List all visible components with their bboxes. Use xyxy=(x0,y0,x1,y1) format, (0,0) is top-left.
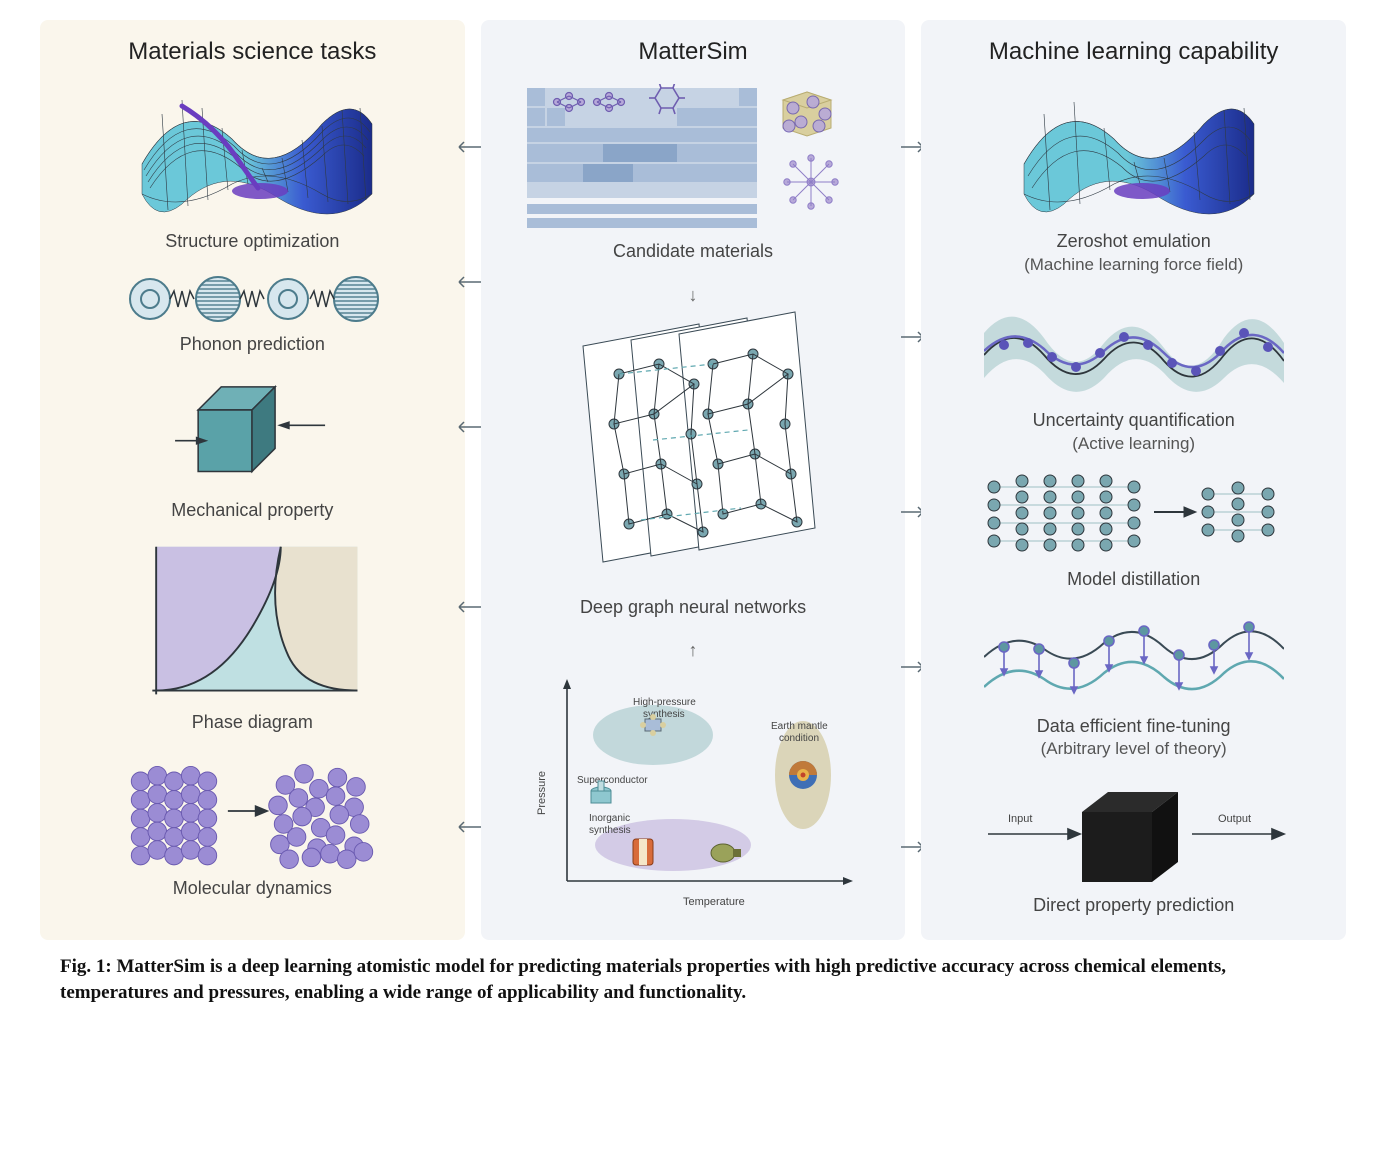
item-structure-optimization: Structure optimization xyxy=(54,84,451,253)
column-mattersim: MatterSim xyxy=(481,20,906,940)
flow-arrow-down-1: ↓ xyxy=(689,285,698,306)
flow-arrow-up: ↑ xyxy=(689,640,698,661)
md-icon xyxy=(122,751,382,871)
gnn-icon xyxy=(543,310,843,590)
pt-x-axis: Temperature xyxy=(683,896,745,908)
item-phase-diagram: Phase diagram xyxy=(54,540,451,734)
item-pt-map: Pressure Temperature High-pressure synth… xyxy=(495,665,892,915)
item-molecular-dynamics: Molecular dynamics xyxy=(54,751,451,900)
label-zeroshot: Zeroshot emulation (Machine learning for… xyxy=(1024,230,1243,275)
figure-caption: Fig. 1: MatterSim is a deep learning ato… xyxy=(40,954,1346,1005)
pt-region-is: Inorganic xyxy=(589,813,630,824)
label-direct-prediction: Direct property prediction xyxy=(1033,894,1234,917)
item-direct-prediction: Input Output Direct property prediction xyxy=(935,778,1332,917)
label-uq: Uncertainty quantification (Active learn… xyxy=(1033,409,1235,454)
svg-text:synthesis: synthesis xyxy=(589,825,631,836)
item-model-distillation: Model distillation xyxy=(935,472,1332,591)
label-molecular-dynamics: Molecular dynamics xyxy=(173,877,332,900)
item-mechanical-property: Mechanical property xyxy=(54,373,451,522)
label-phonon-prediction: Phonon prediction xyxy=(180,333,325,356)
fine-tuning-icon xyxy=(984,609,1284,709)
caption-fignum: Fig. 1 xyxy=(60,956,105,977)
pt-map-icon: Pressure Temperature High-pressure synth… xyxy=(523,665,863,915)
blackbox-icon: Input Output xyxy=(974,778,1294,888)
phase-diagram-icon xyxy=(122,540,382,705)
caption-text: : MatterSim is a deep learning atomistic… xyxy=(60,956,1226,1003)
label-mechanical-property: Mechanical property xyxy=(171,499,333,522)
label-gnn: Deep graph neural networks xyxy=(580,596,806,619)
column-title-right: Machine learning capability xyxy=(989,38,1279,66)
cube-deform-icon xyxy=(122,373,382,493)
item-fine-tuning: Data efficient fine-tuning (Arbitrary le… xyxy=(935,609,1332,760)
item-zeroshot-emulation: Zeroshot emulation (Machine learning for… xyxy=(935,84,1332,275)
svg-text:synthesis: synthesis xyxy=(643,709,685,720)
column-materials-tasks: Materials science tasks xyxy=(40,20,465,940)
pt-y-axis: Pressure xyxy=(536,771,548,815)
phonon-icon xyxy=(122,271,382,327)
uq-icon xyxy=(984,293,1284,403)
label-structure-optimization: Structure optimization xyxy=(165,230,339,253)
item-uncertainty-quantification: Uncertainty quantification (Active learn… xyxy=(935,293,1332,454)
input-label: Input xyxy=(1008,813,1032,825)
svg-text:condition: condition xyxy=(779,733,819,744)
item-candidate-materials: Candidate materials xyxy=(495,84,892,263)
label-candidate-materials: Candidate materials xyxy=(613,240,773,263)
column-title-left: Materials science tasks xyxy=(128,38,376,66)
output-label: Output xyxy=(1218,813,1251,825)
pt-region-sc: Superconductor xyxy=(577,775,648,786)
pt-region-hps: High-pressure xyxy=(633,697,696,708)
distillation-icon xyxy=(984,472,1284,562)
label-phase-diagram: Phase diagram xyxy=(192,711,313,734)
figure-1: Materials science tasks xyxy=(40,20,1346,940)
pt-region-mantle: Earth mantle xyxy=(771,721,828,732)
item-phonon-prediction: Phonon prediction xyxy=(54,271,451,356)
item-gnn: Deep graph neural networks xyxy=(495,310,892,619)
column-ml-capability: Machine learning capability xyxy=(921,20,1346,940)
candidate-materials-icon xyxy=(523,84,863,234)
surface-plot-icon-right xyxy=(1004,84,1264,224)
surface-plot-icon xyxy=(122,84,382,224)
label-distillation: Model distillation xyxy=(1067,568,1200,591)
column-title-mid: MatterSim xyxy=(638,38,747,66)
label-fine-tuning: Data efficient fine-tuning (Arbitrary le… xyxy=(1037,715,1231,760)
